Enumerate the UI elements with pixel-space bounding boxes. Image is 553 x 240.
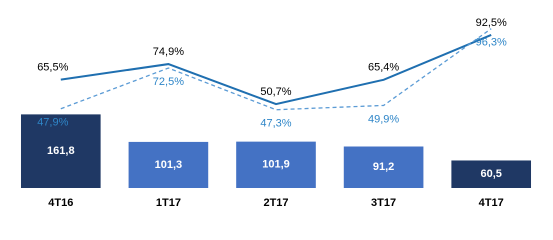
line-value-label: 49,9% — [368, 113, 399, 125]
chart: 4T16 1T17 2T17 3T17 4T17 161,8 101,3 101,9 91,2 6… — [20, 17, 532, 209]
x-tick-label: 1T17 — [156, 197, 181, 209]
bar-value-label: 101,3 — [155, 159, 183, 171]
bar — [236, 141, 316, 188]
x-tick-label: 3T17 — [371, 197, 396, 209]
line-value-label: 96,3% — [476, 37, 507, 49]
line-value-label: 65,4% — [368, 62, 399, 74]
bar-value-label: 91,2 — [373, 161, 394, 173]
line-value-label: 47,9% — [37, 117, 68, 129]
bar — [451, 160, 532, 188]
line-value-label: 50,7% — [260, 86, 291, 98]
line-value-label: 92,5% — [476, 17, 507, 29]
bar-value-label: 60,5 — [480, 168, 501, 180]
bar-value-label: 161,8 — [47, 145, 75, 157]
bar — [20, 114, 101, 188]
page: 4T16 1T17 2T17 3T17 4T17 161,8 101,3 101,9 91,2 6… — [20, 16, 532, 209]
line-value-label: 47,3% — [260, 118, 291, 130]
x-tick-label: 2T17 — [263, 197, 288, 209]
line-value-label: 65,5% — [37, 62, 68, 74]
line — [60, 34, 492, 106]
line-value-label: 74,9% — [153, 46, 184, 58]
line-value-label: 72,5% — [153, 76, 184, 88]
bar — [343, 146, 424, 188]
x-tick-label: 4T17 — [479, 197, 504, 209]
bar — [128, 141, 209, 188]
x-tick-label: 4T16 — [48, 197, 73, 209]
bar-value-label: 101,9 — [262, 159, 290, 171]
